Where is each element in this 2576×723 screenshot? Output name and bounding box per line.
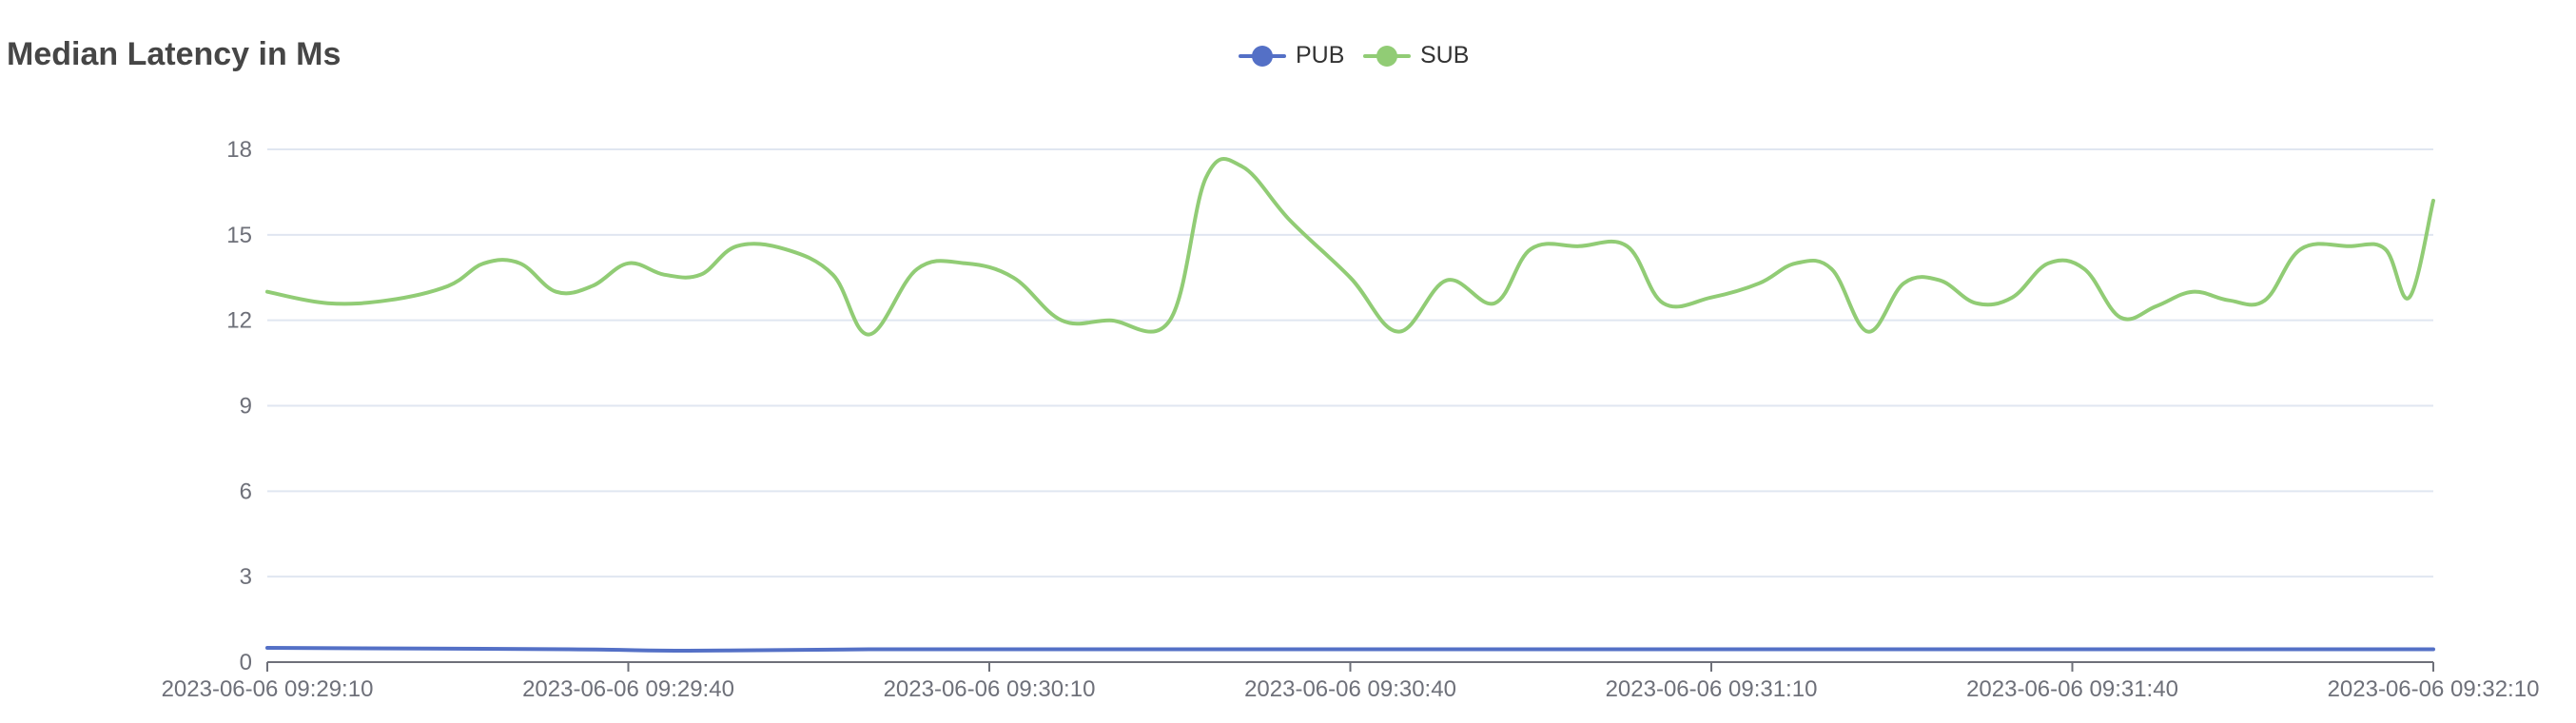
legend-pub-dot — [1252, 46, 1273, 67]
x-tick-label: 2023-06-06 09:30:10 — [884, 676, 1096, 702]
legend-item-sub[interactable]: SUB — [1363, 36, 1469, 74]
y-tick-label: 3 — [240, 564, 252, 590]
x-tick-label: 2023-06-06 09:30:40 — [1244, 676, 1456, 702]
x-tick-label: 2023-06-06 09:31:10 — [1606, 676, 1818, 702]
x-axis: 2023-06-06 09:29:10 2023-06-06 09:29:40 20… — [162, 661, 2540, 702]
y-tick-label: 9 — [240, 394, 252, 420]
legend: PUB SUB — [0, 36, 2576, 74]
x-tick-label: 2023-06-06 09:32:10 — [2328, 676, 2540, 702]
y-tick-label: 12 — [226, 308, 252, 334]
y-tick-label: 18 — [226, 137, 252, 163]
legend-sub-swatch — [1363, 36, 1411, 74]
y-tick-label: 15 — [226, 223, 252, 248]
series-layer — [265, 157, 2435, 653]
series-line-sub — [265, 157, 2435, 337]
y-tick-label: 0 — [240, 650, 252, 675]
x-tick-label: 2023-06-06 09:29:10 — [162, 676, 374, 702]
legend-item-pub[interactable]: PUB — [1239, 36, 1344, 74]
x-tick-label: 2023-06-06 09:29:40 — [522, 676, 734, 702]
grid-lines — [267, 148, 2433, 578]
chart-title: Median Latency in Ms — [7, 36, 342, 72]
legend-pub-swatch — [1239, 36, 1286, 74]
series-line-pub — [265, 646, 2435, 653]
y-axis: 0 3 6 9 12 15 18 — [226, 137, 252, 675]
legend-pub-label: PUB — [1296, 41, 1345, 68]
y-tick-label: 6 — [240, 479, 252, 504]
x-tick-label: 2023-06-06 09:31:40 — [1966, 676, 2178, 702]
legend-sub-dot — [1376, 46, 1397, 67]
legend-sub-label: SUB — [1420, 41, 1470, 68]
